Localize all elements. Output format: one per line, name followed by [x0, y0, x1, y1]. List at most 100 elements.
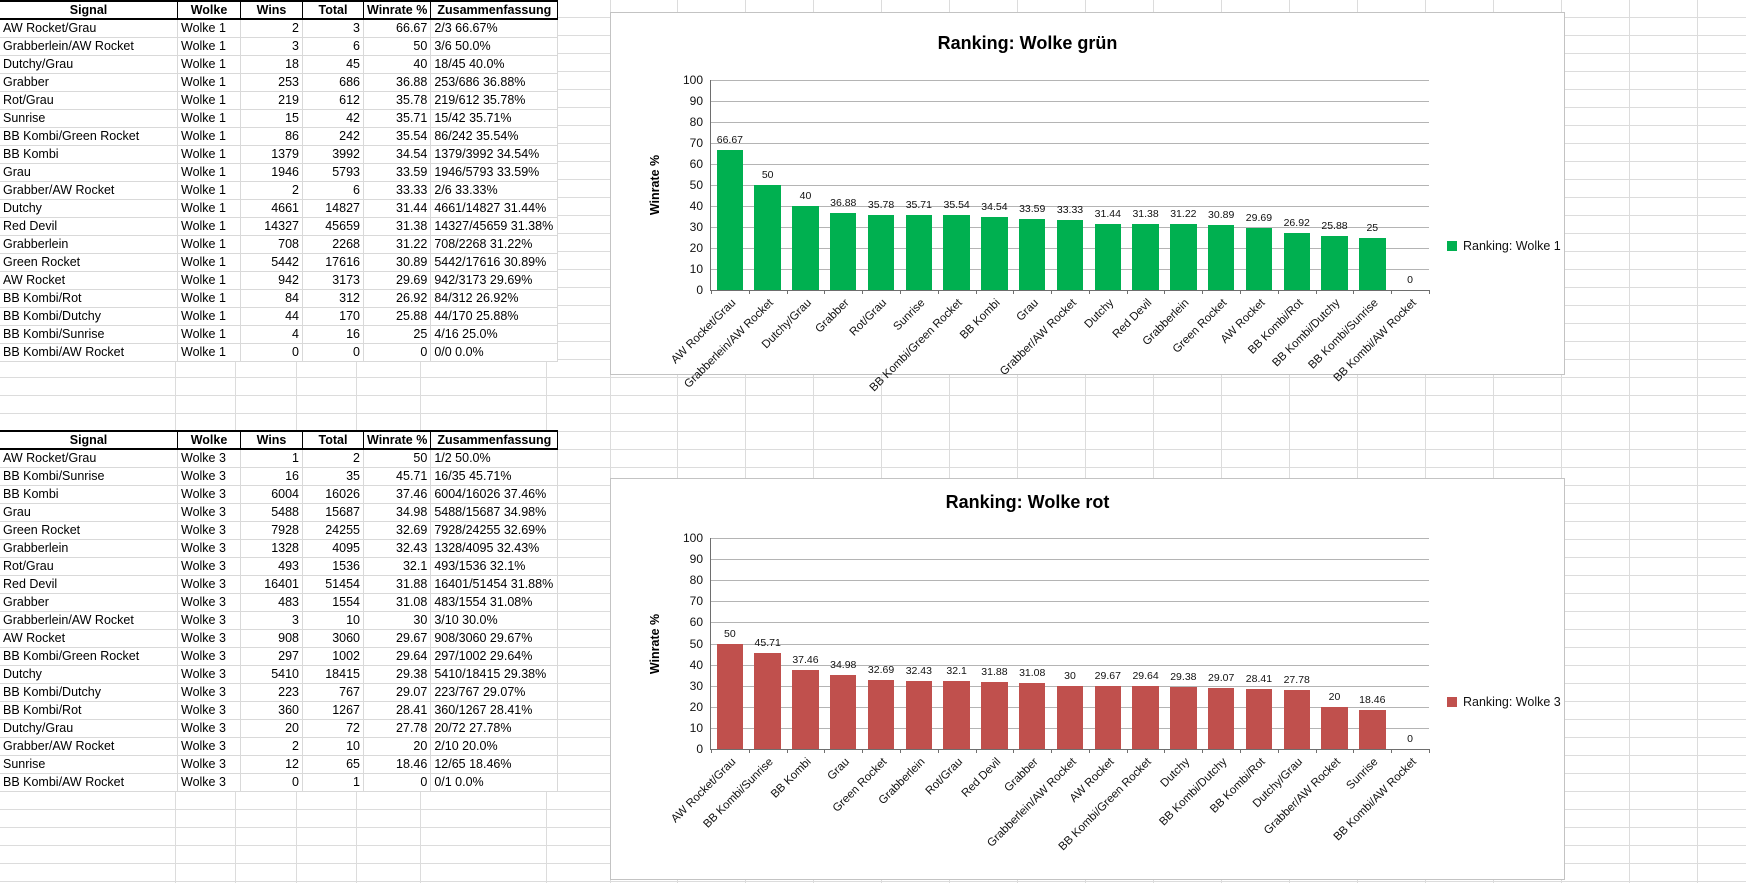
bar[interactable]: [1094, 223, 1121, 290]
cell[interactable]: Wolke 3: [177, 647, 241, 666]
bar[interactable]: [867, 214, 895, 290]
cell[interactable]: 12: [240, 755, 303, 774]
bar[interactable]: [1359, 237, 1386, 290]
cell[interactable]: 3/10 30.0%: [430, 611, 559, 630]
cell[interactable]: 44/170 25.88%: [430, 307, 559, 326]
cell[interactable]: 31.38: [362, 217, 432, 236]
bar[interactable]: [1132, 686, 1159, 749]
cell[interactable]: 16: [240, 467, 303, 486]
cell[interactable]: BB Kombi/Green Rocket: [0, 127, 178, 146]
cell[interactable]: Wolke 3: [177, 503, 241, 522]
bar[interactable]: [943, 681, 970, 749]
cell[interactable]: Wolke 1: [177, 271, 241, 290]
cell[interactable]: AW Rocket/Grau: [0, 18, 178, 38]
cell[interactable]: Red Devil: [0, 217, 178, 236]
cell[interactable]: Wolke 3: [177, 593, 241, 612]
column-header-signal[interactable]: Signal: [0, 0, 178, 20]
cell[interactable]: 86/242 35.54%: [430, 127, 559, 146]
cell[interactable]: Wolke 3: [177, 557, 241, 576]
cell[interactable]: 36.88: [362, 73, 432, 92]
cell[interactable]: Wolke 3: [177, 539, 241, 558]
cell[interactable]: 6: [302, 181, 364, 200]
cell[interactable]: 20/72 27.78%: [430, 719, 559, 738]
cell[interactable]: 86: [240, 127, 303, 146]
cell[interactable]: Wolke 1: [177, 343, 241, 362]
cell[interactable]: 493/1536 32.1%: [430, 557, 559, 576]
cell[interactable]: BB Kombi/Dutchy: [0, 307, 178, 326]
cell[interactable]: 6004/16026 37.46%: [430, 485, 559, 504]
bar[interactable]: [1056, 685, 1084, 749]
bar[interactable]: [905, 215, 933, 290]
cell[interactable]: 2268: [302, 235, 364, 254]
cell[interactable]: 1/2 50.0%: [430, 448, 559, 468]
cell[interactable]: 5442/17616 30.89%: [430, 253, 559, 272]
bar[interactable]: [1321, 706, 1348, 749]
cell[interactable]: 5488: [240, 503, 303, 522]
cell[interactable]: Grabber: [0, 593, 178, 612]
cell[interactable]: 4095: [302, 539, 364, 558]
cell[interactable]: Wolke 1: [177, 127, 241, 146]
cell[interactable]: Wolke 1: [177, 253, 241, 272]
bar[interactable]: [1132, 224, 1159, 290]
bar[interactable]: [830, 675, 857, 749]
cell[interactable]: 37.46: [362, 485, 432, 504]
cell[interactable]: 84/312 26.92%: [430, 289, 559, 308]
cell[interactable]: 4: [240, 325, 303, 344]
cell[interactable]: 253: [240, 73, 303, 92]
cell[interactable]: Wolke 1: [177, 145, 241, 164]
cell[interactable]: 7928: [240, 521, 303, 540]
cell[interactable]: Wolke 1: [177, 181, 241, 200]
cell[interactable]: 4661: [240, 199, 303, 218]
column-header-zusammenfassung[interactable]: Zusammenfassung: [430, 0, 559, 20]
cell[interactable]: 2: [240, 18, 303, 38]
cell[interactable]: Dutchy: [0, 665, 178, 684]
cell[interactable]: BB Kombi: [0, 485, 178, 504]
cell[interactable]: Grabber/AW Rocket: [0, 737, 178, 756]
bar[interactable]: [1170, 687, 1197, 749]
cell[interactable]: 18415: [302, 665, 364, 684]
cell[interactable]: 20: [240, 719, 303, 738]
cell[interactable]: 32.69: [362, 521, 432, 540]
cell[interactable]: Wolke 3: [177, 448, 241, 468]
cell[interactable]: 3992: [302, 145, 364, 164]
cell[interactable]: 0: [362, 343, 432, 362]
cell[interactable]: 42: [302, 109, 364, 128]
cell[interactable]: AW Rocket: [0, 629, 178, 648]
cell[interactable]: 26.92: [362, 289, 432, 308]
cell[interactable]: 34.98: [362, 503, 432, 522]
cell[interactable]: Wolke 3: [177, 665, 241, 684]
cell[interactable]: 18.46: [362, 755, 432, 774]
cell[interactable]: 20: [362, 737, 432, 756]
cell[interactable]: 5793: [302, 163, 364, 182]
cell[interactable]: 16/35 45.71%: [430, 467, 559, 486]
cell[interactable]: BB Kombi/Green Rocket: [0, 647, 178, 666]
cell[interactable]: 2: [302, 448, 364, 468]
cell[interactable]: 1: [240, 448, 303, 468]
bar[interactable]: [1245, 689, 1273, 749]
cell[interactable]: Wolke 3: [177, 521, 241, 540]
bar[interactable]: [1018, 683, 1046, 749]
cell[interactable]: 1267: [302, 701, 364, 720]
bar[interactable]: [1094, 686, 1121, 749]
cell[interactable]: 40: [362, 55, 432, 74]
cell[interactable]: 29.07: [362, 683, 432, 702]
cell[interactable]: 16401: [240, 575, 303, 594]
cell[interactable]: 35.54: [362, 127, 432, 146]
cell[interactable]: AW Rocket: [0, 271, 178, 290]
cell[interactable]: 3/6 50.0%: [430, 37, 559, 56]
cell[interactable]: Wolke 1: [177, 73, 241, 92]
column-header-winrate-[interactable]: Winrate %: [362, 0, 432, 20]
cell[interactable]: Wolke 3: [177, 629, 241, 648]
cell[interactable]: 18: [240, 55, 303, 74]
cell[interactable]: Green Rocket: [0, 253, 178, 272]
cell[interactable]: 297: [240, 647, 303, 666]
cell[interactable]: BB Kombi/Dutchy: [0, 683, 178, 702]
column-header-wins[interactable]: Wins: [240, 0, 303, 20]
cell[interactable]: 29.67: [362, 629, 432, 648]
column-header-winrate-[interactable]: Winrate %: [362, 430, 432, 450]
cell[interactable]: Rot/Grau: [0, 91, 178, 110]
cell[interactable]: 12/65 18.46%: [430, 755, 559, 774]
cell[interactable]: Wolke 3: [177, 701, 241, 720]
cell[interactable]: 10: [302, 611, 364, 630]
bar[interactable]: [1056, 220, 1084, 290]
